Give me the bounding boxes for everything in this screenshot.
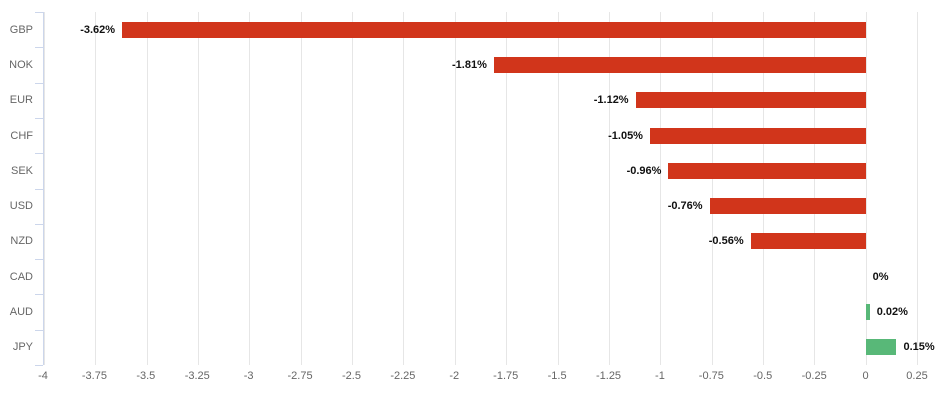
x-tick-label: -2.5 (341, 370, 361, 382)
bar-chf[interactable] (649, 127, 866, 144)
y-axis-tick (35, 153, 43, 155)
x-axis-tick-labels: -4 -3.75 -3.5 -3.25 -3 -2.75 -2.5 -2.25 -2 -1.75 -… (38, 369, 928, 385)
x-tick-label: -3.25 (184, 370, 210, 382)
x-tick-label: -2 (449, 370, 460, 382)
bar-nok[interactable] (493, 56, 866, 73)
gridline (865, 12, 867, 365)
bar-gbp[interactable] (122, 21, 866, 38)
value-label-eur: -1.12% (593, 94, 629, 107)
x-tick-label: -2.25 (390, 370, 416, 382)
plot-area: -3.62% -1.81% -1.12% -1.05% -0.96% -0.76% -0.5… (35, 12, 935, 366)
category-label-sek: SEK (10, 164, 33, 177)
y-axis-tick (35, 365, 43, 366)
y-axis-tick (35, 82, 43, 84)
x-tick-label: -1.25 (595, 370, 622, 382)
category-label-nzd: NZD (10, 235, 33, 248)
value-label-usd: -0.76% (667, 200, 703, 213)
gridline (146, 12, 148, 365)
x-tick-label: -0.75 (698, 370, 724, 382)
category-label-cad: CAD (9, 270, 33, 283)
x-tick-label: -0.5 (753, 370, 773, 382)
gridline (454, 12, 456, 365)
y-axis-tick (35, 259, 43, 261)
y-axis-category-labels: GBP NOK EUR CHF SEK USD NZD CAD AUD JPY (0, 12, 33, 365)
gridline (198, 12, 200, 365)
y-axis-tick (35, 12, 43, 13)
y-axis-tick (35, 223, 43, 225)
value-label-gbp: -3.62% (80, 23, 116, 36)
x-tick-label: -4 (38, 370, 48, 382)
gridline (711, 12, 713, 365)
category-label-eur: EUR (9, 94, 33, 107)
category-label-usd: USD (9, 200, 33, 213)
gridline (814, 12, 816, 365)
bar-aud[interactable] (865, 304, 870, 321)
category-label-jpy: JPY (12, 341, 33, 354)
bar-sek[interactable] (668, 162, 866, 179)
gridline (917, 12, 918, 365)
gridline (352, 12, 354, 365)
gridline (95, 12, 97, 365)
category-label-aud: AUD (9, 306, 33, 319)
x-tick-label: -1.5 (547, 370, 567, 382)
x-tick-label: -1 (655, 370, 665, 382)
gridline (608, 12, 610, 365)
x-tick-label: -3.5 (136, 370, 156, 382)
bar-nzd[interactable] (750, 233, 866, 250)
gridline (506, 12, 508, 365)
value-label-sek: -0.96% (626, 164, 662, 177)
gridline (403, 12, 405, 365)
bar-usd[interactable] (709, 198, 866, 215)
gridline (44, 12, 45, 365)
bar-eur[interactable] (635, 92, 866, 109)
value-label-aud: 0.02% (876, 306, 908, 319)
gridline (762, 12, 764, 365)
gridline (249, 12, 251, 365)
value-label-jpy: 0.15% (903, 341, 935, 354)
bar-jpy[interactable] (865, 339, 897, 356)
x-tick-label: 0 (862, 370, 869, 382)
x-tick-label: -2.75 (287, 370, 313, 382)
category-label-nok: NOK (9, 58, 33, 71)
gridline (557, 12, 559, 365)
value-label-nzd: -0.56% (708, 235, 744, 248)
y-axis-tick (35, 329, 43, 331)
category-label-gbp: GBP (9, 23, 33, 36)
value-label-cad: 0% (872, 270, 889, 283)
y-axis-tick (35, 117, 43, 119)
x-tick-label: 0.25 (906, 370, 928, 382)
x-tick-label: -3 (243, 370, 254, 382)
gridline (300, 12, 302, 365)
category-label-chf: CHF (10, 129, 33, 142)
y-axis-tick (35, 47, 43, 49)
gridline (660, 12, 662, 365)
x-tick-label: -1.75 (493, 370, 519, 382)
y-axis-tick (35, 188, 43, 190)
x-tick-label: -0.25 (801, 370, 827, 382)
value-label-chf: -1.05% (608, 129, 643, 142)
value-label-nok: -1.81% (452, 58, 487, 71)
y-axis-tick (35, 294, 43, 296)
x-tick-label: -3.75 (81, 370, 107, 382)
